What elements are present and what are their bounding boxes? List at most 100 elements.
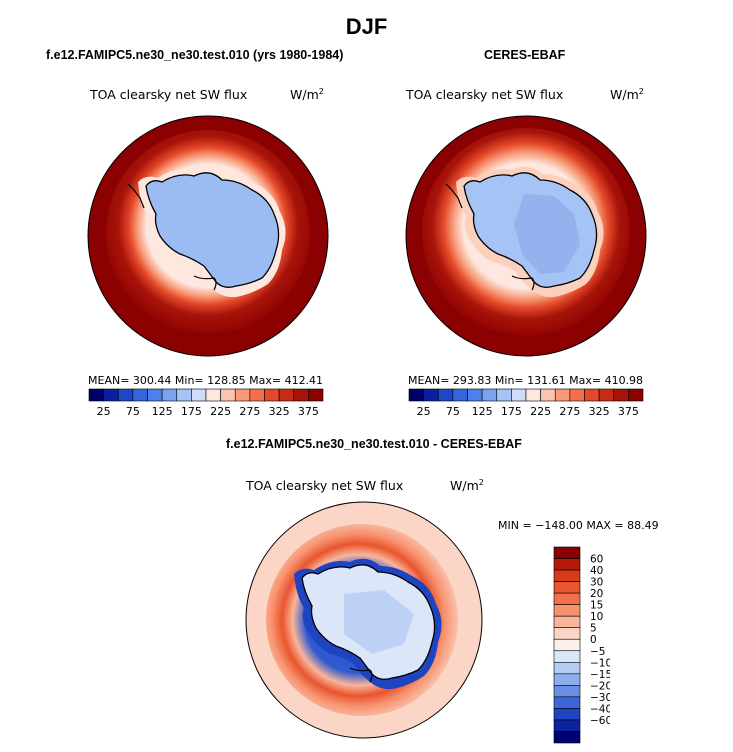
panel-3-polar-map — [245, 501, 483, 739]
panel-2-colorbar: 25 75 125 175 225 275 325 375 — [408, 388, 644, 418]
colorbar-tick-label: 275 — [239, 405, 260, 418]
colorbar-swatch — [496, 388, 512, 402]
colorbar-swatch — [308, 388, 324, 402]
colorbar-tick-label: 25 — [97, 405, 111, 418]
colorbar-swatch — [569, 388, 585, 402]
colorbar-swatch — [553, 558, 581, 571]
colorbar-tick-label: 75 — [446, 405, 460, 418]
colorbar-swatch — [553, 685, 581, 698]
panel-1-stats: MEAN= 300.44 Min= 128.85 Max= 412.41 — [88, 374, 324, 387]
colorbar-swatch — [408, 388, 424, 402]
ice-shelf-outline — [349, 667, 373, 683]
colorbar-swatch — [147, 388, 163, 402]
panel-3-variable-label: TOA clearsky net SW flux — [246, 478, 404, 493]
peninsula-outline — [127, 183, 145, 209]
colorbar-tick-label: −5 — [590, 646, 605, 658]
colorbar-swatch — [553, 638, 581, 652]
colorbar-swatch — [293, 388, 309, 402]
panel-2-subtitle: CERES-EBAF — [484, 48, 566, 62]
colorbar-tick-label: 75 — [126, 405, 140, 418]
antarctica-landmass — [145, 172, 280, 288]
colorbar-tick-label: 275 — [559, 405, 580, 418]
colorbar-swatch — [553, 592, 581, 605]
colorbar-swatch — [234, 388, 251, 402]
colorbar-swatch — [117, 388, 134, 402]
colorbar-swatch — [176, 388, 192, 402]
colorbar-tick-label: −20 — [590, 680, 610, 692]
interior-plateau — [514, 194, 580, 274]
colorbar-swatch — [553, 627, 581, 640]
colorbar-swatch — [553, 673, 581, 686]
colorbar-tick-label: 225 — [210, 405, 231, 418]
panel-3-units-label: W/m2 — [450, 478, 484, 494]
colorbar-swatch — [161, 388, 178, 402]
colorbar-tick-label: 5 — [590, 623, 597, 635]
colorbar-tick-label: 40 — [590, 565, 603, 577]
colorbar-swatch — [525, 388, 541, 402]
colorbar-swatch — [132, 388, 148, 402]
colorbar-swatch — [264, 388, 280, 402]
colorbar-swatch — [553, 604, 581, 617]
panel-1-units-label: W/m2 — [290, 87, 324, 103]
colorbar-swatch — [553, 661, 581, 675]
colorbar-swatch — [553, 731, 581, 744]
colorbar-swatch — [467, 388, 483, 402]
colorbar-swatch — [553, 546, 581, 559]
panel-1-subtitle: f.e12.FAMIPC5.ne30_ne30.test.010 (yrs 19… — [46, 48, 344, 62]
colorbar-swatch — [554, 388, 571, 402]
colorbar-swatch — [103, 388, 119, 402]
colorbar-tick-label: 25 — [417, 405, 431, 418]
peninsula-outline — [445, 183, 463, 209]
colorbar-swatch — [553, 696, 581, 709]
map-border — [405, 115, 647, 357]
colorbar-tick-label: −30 — [590, 692, 610, 704]
ice-shelf-outline — [511, 275, 535, 291]
colorbar-swatch — [584, 388, 600, 402]
colorbar-tick-label: 60 — [590, 554, 603, 566]
colorbar-swatch — [191, 388, 207, 402]
figure-title: DJF — [345, 14, 388, 39]
colorbar-swatch — [220, 388, 236, 402]
colorbar-swatch — [553, 708, 581, 721]
colorbar-swatch — [249, 388, 265, 402]
ice-shelf-outline — [193, 275, 217, 291]
colorbar-swatch — [423, 388, 439, 402]
colorbar-tick-label: 20 — [590, 588, 603, 600]
colorbar-tick-label: 0 — [590, 634, 597, 646]
colorbar-tick-label: −60 — [590, 715, 610, 727]
panel-2-polar-map — [405, 115, 647, 357]
colorbar-swatch — [205, 388, 221, 402]
colorbar-swatch — [553, 615, 581, 629]
colorbar-tick-label: 375 — [618, 405, 639, 418]
colorbar-tick-label: 15 — [590, 600, 603, 612]
colorbar-swatch — [278, 388, 295, 402]
colorbar-tick-label: 125 — [152, 405, 173, 418]
colorbar-swatch — [437, 388, 454, 402]
colorbar-swatch — [481, 388, 498, 402]
colorbar-swatch — [598, 388, 615, 402]
panel-2-units-label: W/m2 — [610, 87, 644, 103]
colorbar-tick-label: 10 — [590, 611, 603, 623]
panel-1-variable-label: TOA clearsky net SW flux — [90, 87, 248, 102]
panel-2-variable-label: TOA clearsky net SW flux — [406, 87, 564, 102]
panel-1-colorbar: 25 75 125 175 225 275 325 375 — [88, 388, 324, 418]
panel-2-stats: MEAN= 293.83 Min= 131.61 Max= 410.98 — [408, 374, 644, 387]
colorbar-tick-label: 175 — [181, 405, 202, 418]
colorbar-tick-label: −15 — [590, 669, 610, 681]
colorbar-swatch — [553, 719, 581, 732]
colorbar-swatch — [628, 388, 644, 402]
colorbar-tick-label: 225 — [530, 405, 551, 418]
colorbar-swatch — [511, 388, 527, 402]
panel-1-polar-map — [87, 115, 329, 357]
colorbar-swatch — [540, 388, 556, 402]
colorbar-swatch — [553, 650, 581, 663]
colorbar-swatch — [553, 569, 581, 582]
colorbar-swatch — [452, 388, 468, 402]
colorbar-tick-label: 125 — [472, 405, 493, 418]
interior-anomaly — [344, 590, 414, 654]
colorbar-tick-label: 325 — [589, 405, 610, 418]
panel-3-subtitle: f.e12.FAMIPC5.ne30_ne30.test.010 - CERES… — [226, 437, 522, 451]
colorbar-swatch — [88, 388, 104, 402]
colorbar-swatch — [613, 388, 629, 402]
